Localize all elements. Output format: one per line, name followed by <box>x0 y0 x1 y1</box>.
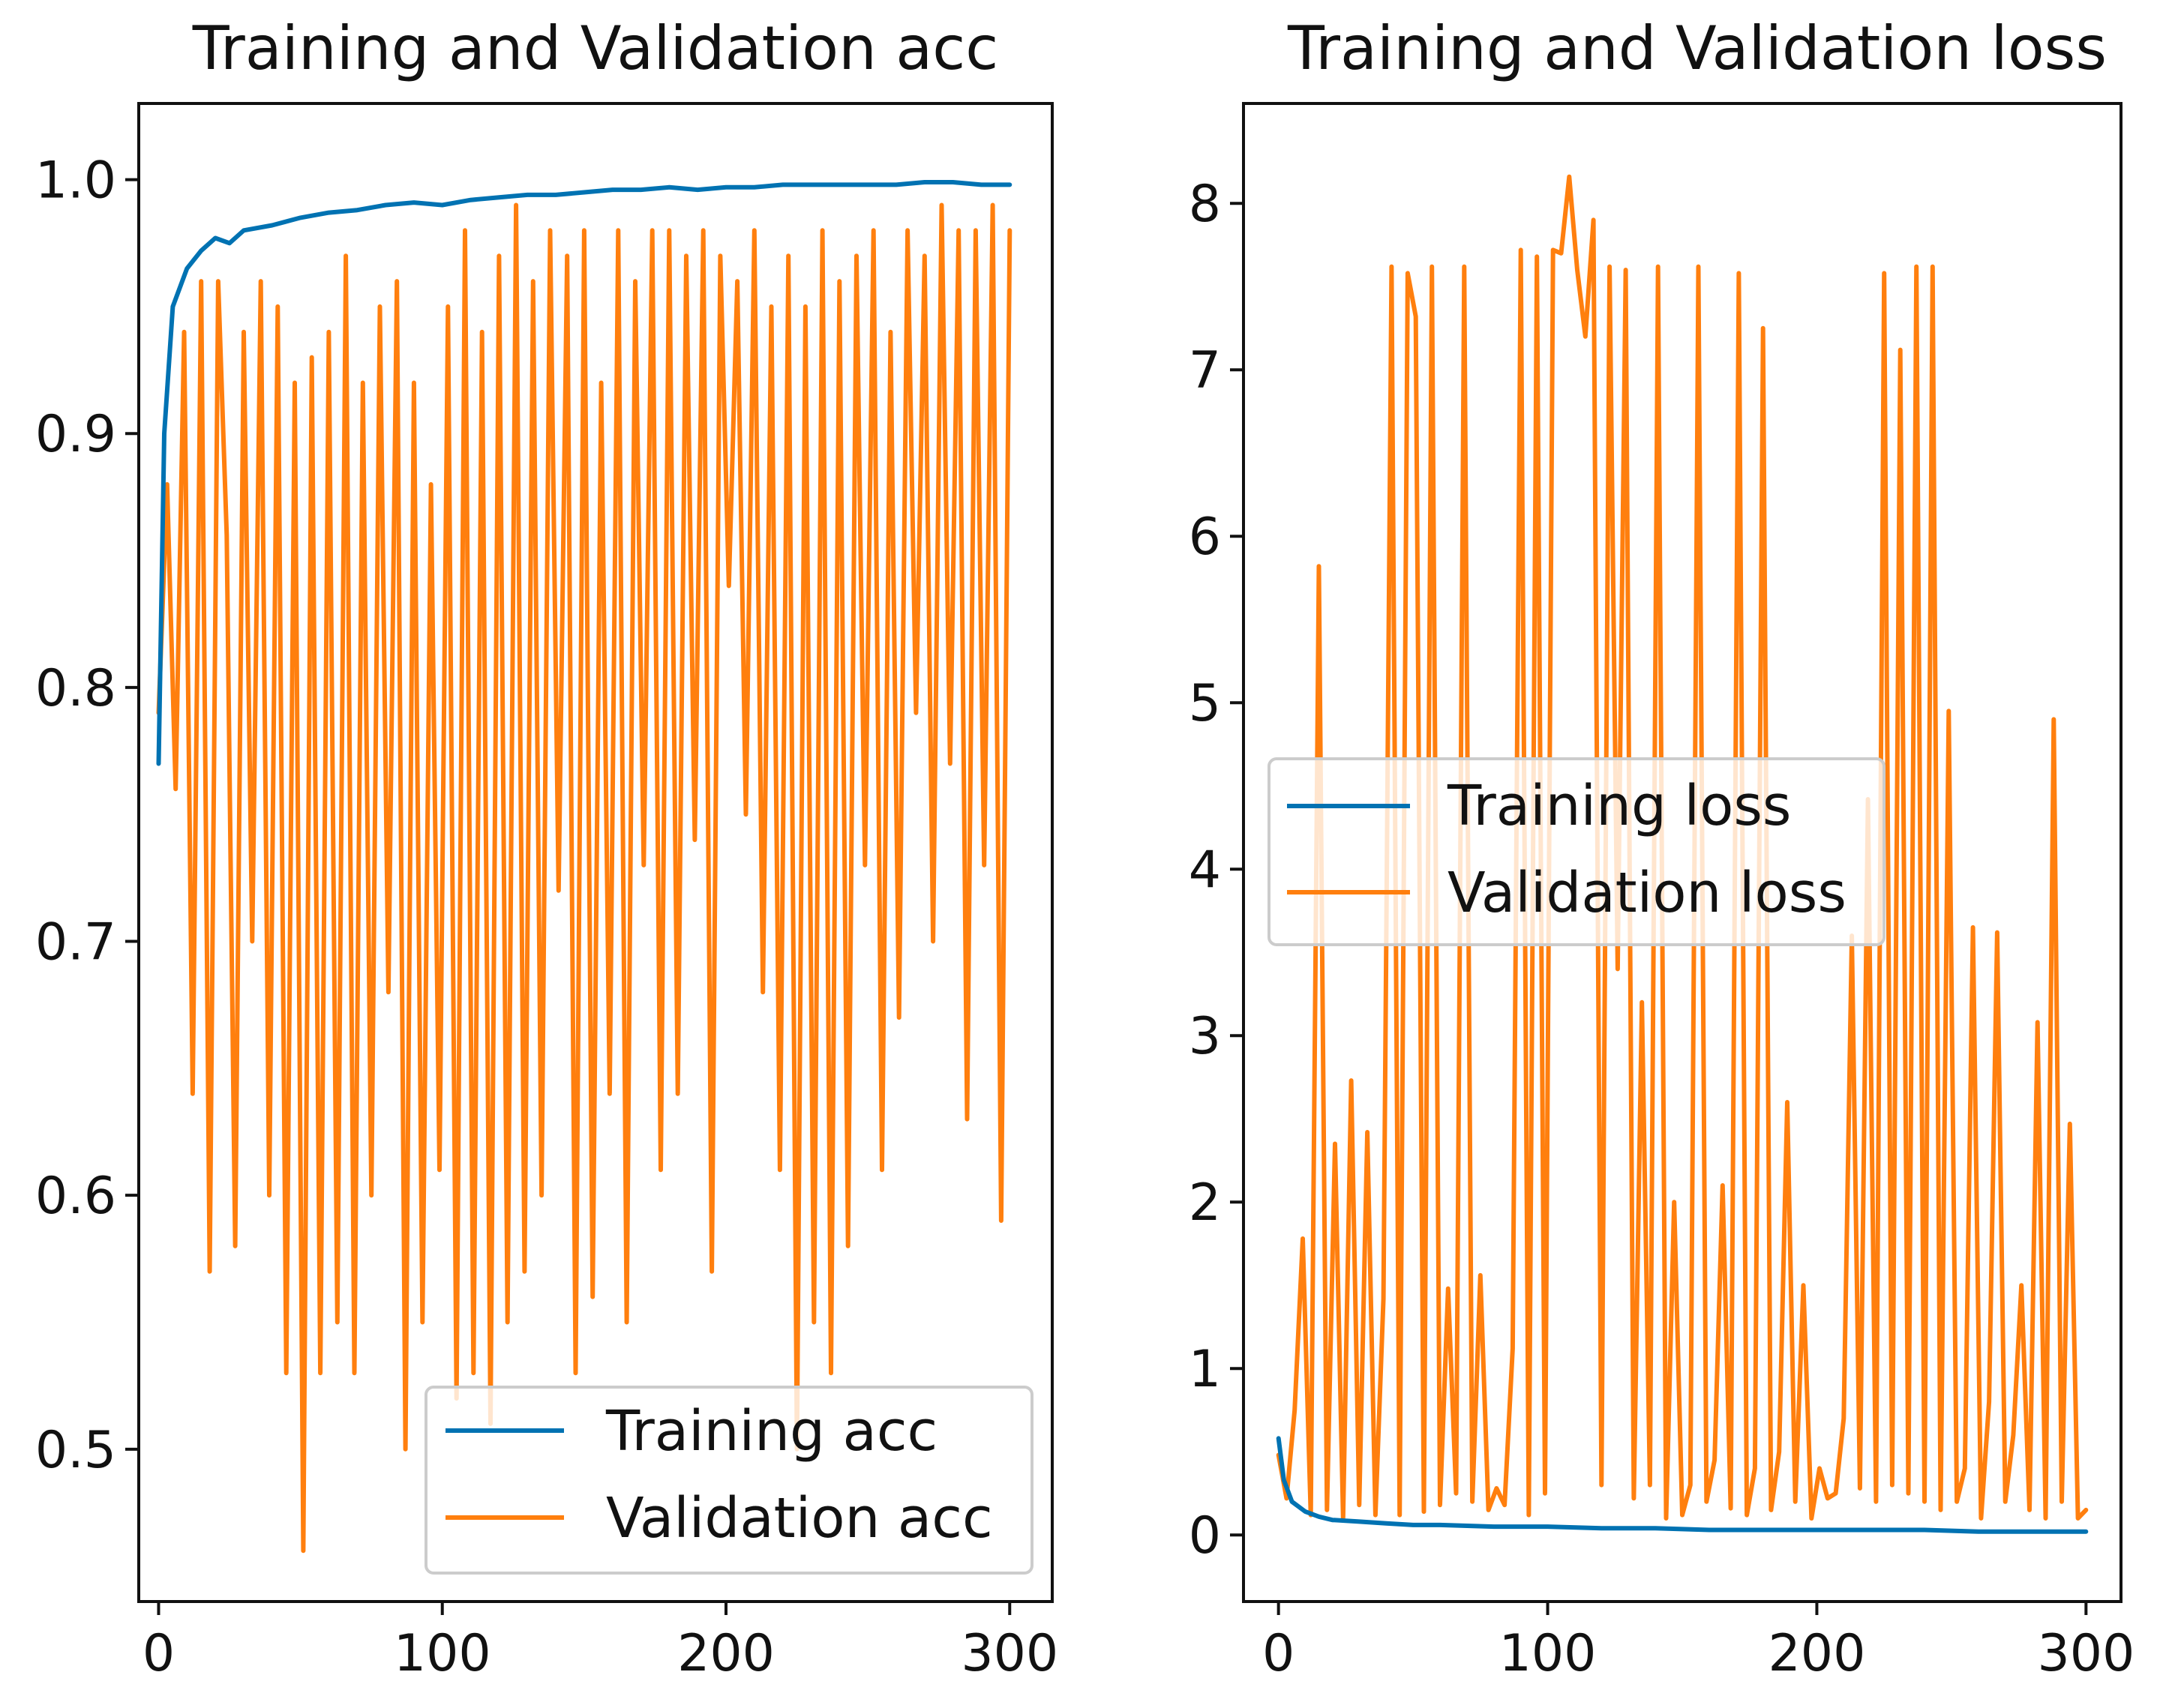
accuracy-chart-legend: Training acc Validation acc <box>424 1386 1034 1575</box>
loss-x-tick-label: 0 <box>1262 1624 1294 1683</box>
legend-label-validation-acc: Validation acc <box>606 1486 993 1551</box>
acc-y-tick-label: 1.0 <box>35 151 116 211</box>
acc-x-tick-label: 300 <box>961 1624 1058 1683</box>
loss-y-tick-label: 5 <box>1189 674 1221 733</box>
legend-label-training-loss: Training loss <box>1447 774 1791 838</box>
loss-x-tick-label: 300 <box>2037 1624 2134 1683</box>
loss-y-tick-label: 7 <box>1189 341 1221 400</box>
accuracy-chart-frame <box>137 102 1054 1603</box>
acc-y-tick-label: 0.5 <box>35 1421 116 1480</box>
loss-series-validation <box>1276 174 2089 1521</box>
acc-y-tick-label: 0.7 <box>35 913 116 972</box>
acc-x-tick-label: 200 <box>677 1624 775 1683</box>
accuracy-chart-ticks: 0 100 200 300 0.5 0.6 0.7 0.8 0.9 1.0 <box>35 151 1058 1683</box>
accuracy-chart: Training and Validation acc 0 100 200 300 0.… <box>35 13 1058 1683</box>
loss-chart: Training and Validation loss 0 100 200 3000… <box>1189 13 2135 1683</box>
loss-x-tick-label: 200 <box>1768 1624 1866 1683</box>
acc-y-tick-label: 0.9 <box>35 405 116 464</box>
loss-chart-lines <box>1276 174 2089 1534</box>
loss-y-tick-label: 0 <box>1189 1506 1221 1566</box>
accuracy-legend-box <box>424 1386 1034 1575</box>
loss-series-training <box>1276 1436 2089 1534</box>
loss-chart-title: Training and Validation loss <box>1287 13 2107 83</box>
acc-x-tick-label: 0 <box>142 1624 175 1683</box>
acc-series-validation <box>156 202 1012 1554</box>
loss-x-tick-label: 100 <box>1499 1624 1597 1683</box>
loss-y-tick-label: 3 <box>1189 1007 1221 1066</box>
loss-chart-legend: Training loss Validation loss <box>1268 757 1886 946</box>
loss-chart-ticks: 0 100 200 300 0 1 2 3 4 5 6 7 8 <box>1189 175 2135 1683</box>
acc-x-tick-label: 100 <box>394 1624 491 1683</box>
loss-y-tick-label: 4 <box>1189 841 1221 900</box>
acc-series-training <box>156 180 1012 766</box>
loss-y-tick-label: 6 <box>1189 508 1221 567</box>
legend-label-validation-loss: Validation loss <box>1448 861 1846 925</box>
acc-y-tick-label: 0.8 <box>35 659 116 718</box>
loss-y-tick-label: 8 <box>1189 175 1221 234</box>
loss-legend-box <box>1268 757 1886 946</box>
legend-label-training-acc: Training acc <box>605 1399 938 1464</box>
loss-chart-frame <box>1242 102 2122 1603</box>
accuracy-chart-lines <box>156 180 1012 1554</box>
loss-y-tick-label: 2 <box>1189 1173 1221 1233</box>
acc-y-tick-label: 0.6 <box>35 1167 116 1226</box>
loss-y-tick-label: 1 <box>1189 1340 1221 1399</box>
accuracy-chart-title: Training and Validation acc <box>192 13 999 83</box>
